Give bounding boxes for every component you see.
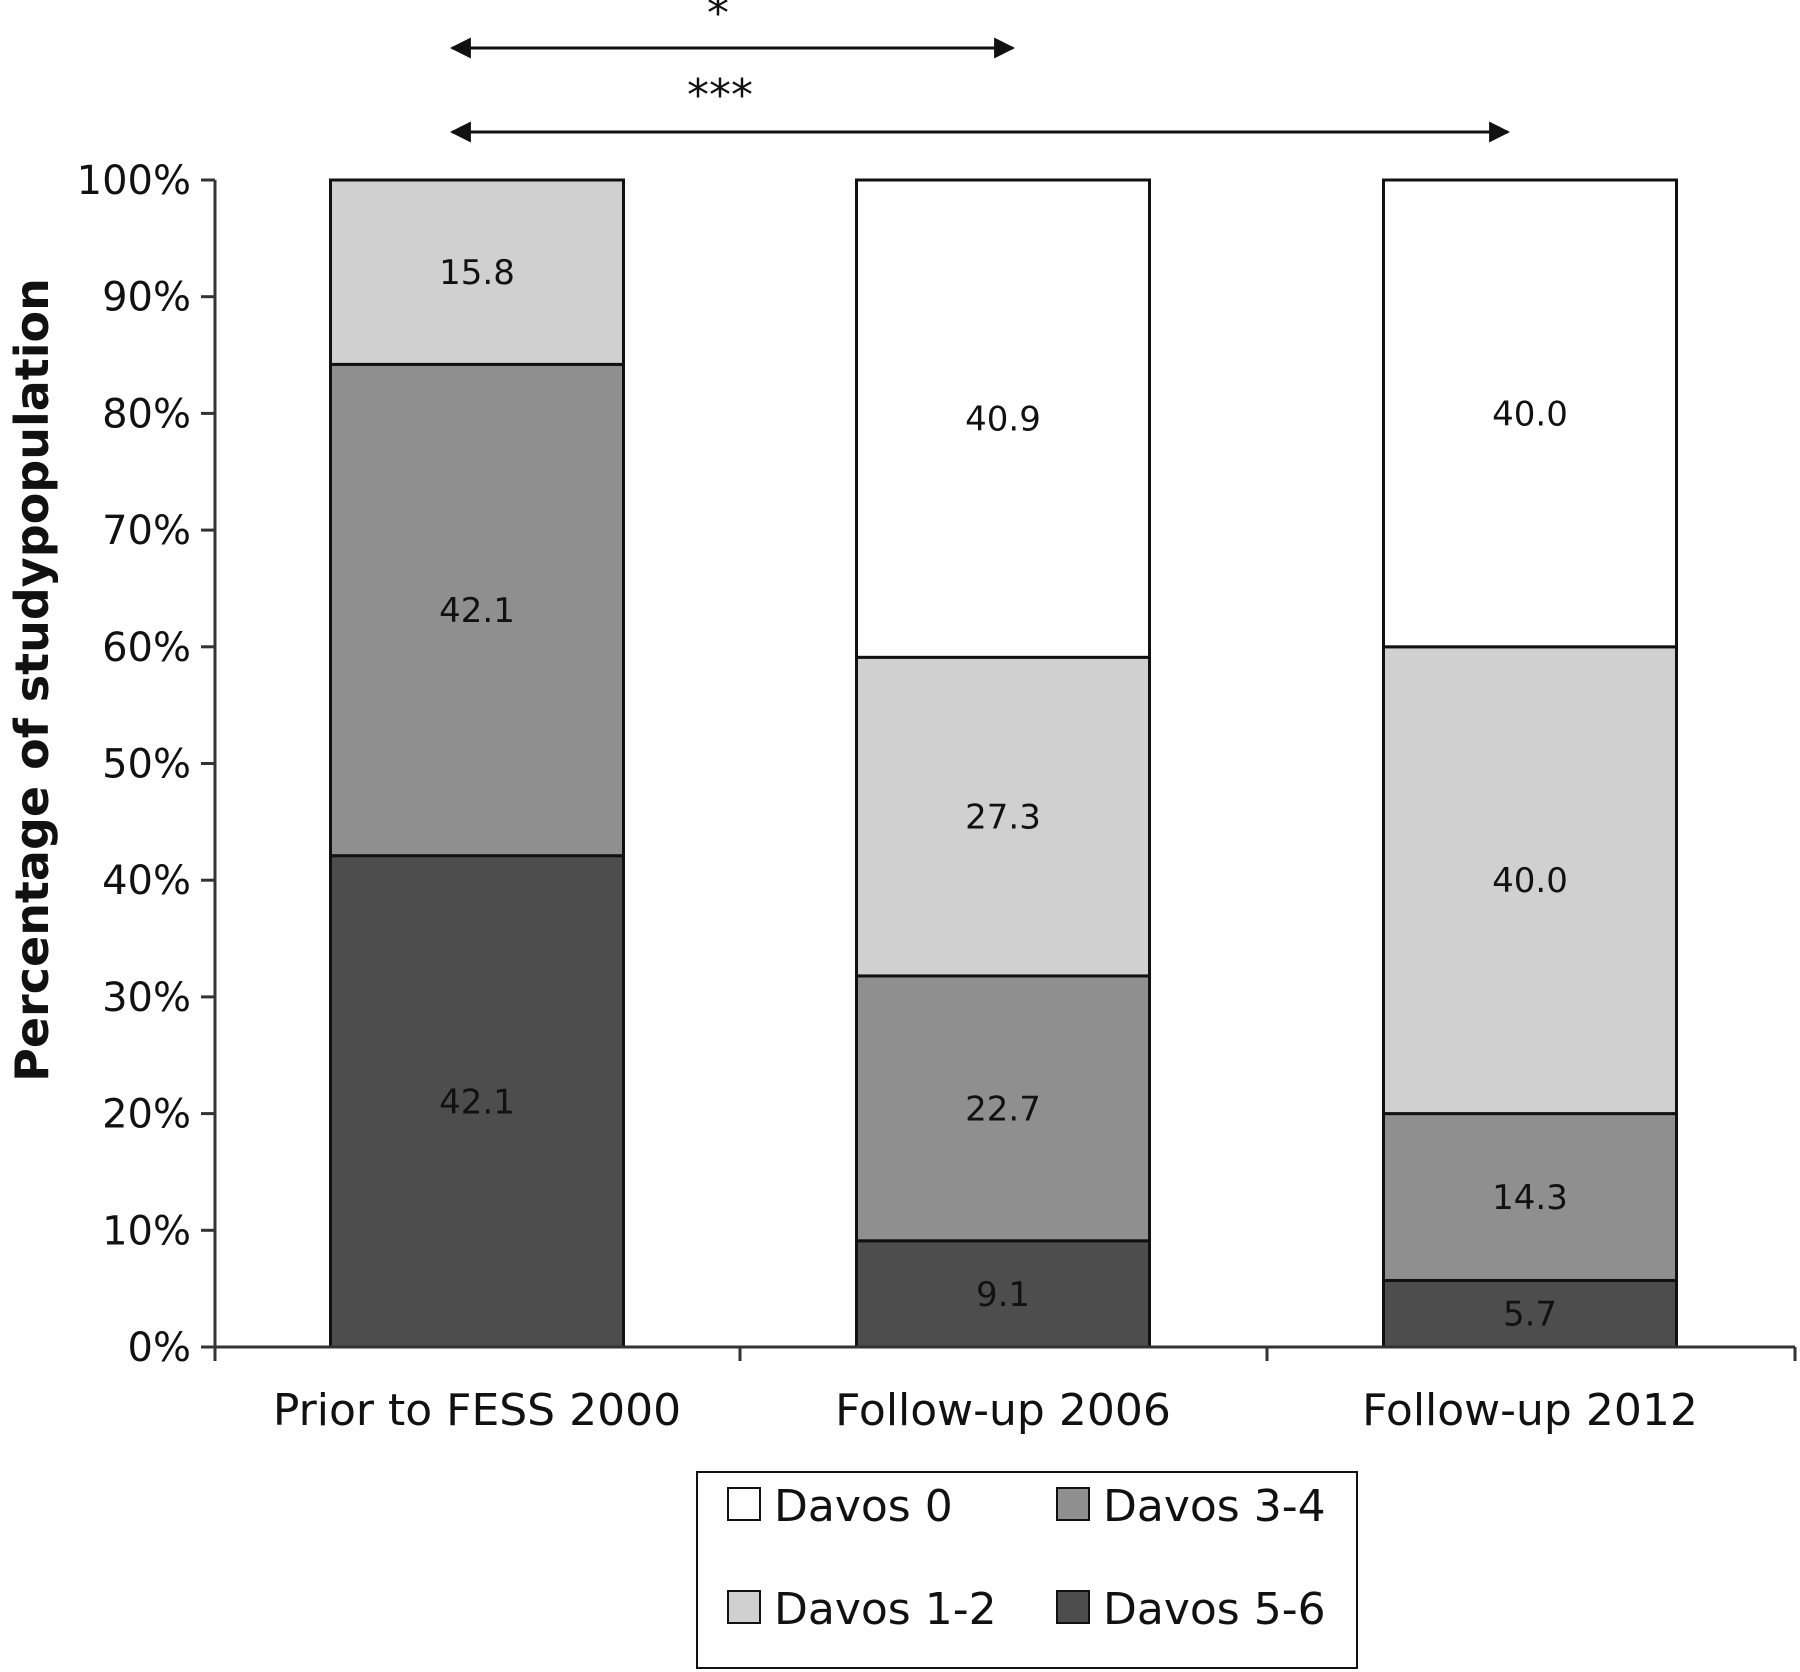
legend-label: Davos 5-6 <box>1103 1584 1326 1635</box>
y-tick-label: 20% <box>102 1092 191 1138</box>
data-label: 40.9 <box>965 400 1041 440</box>
y-tick-label: 50% <box>102 742 191 788</box>
data-label: 27.3 <box>965 798 1041 838</box>
data-label: 5.7 <box>1503 1295 1557 1335</box>
bar-segment-davos-3-4-2 <box>1382 1112 1678 1282</box>
y-tick-label: 70% <box>102 508 191 554</box>
x-category-label: Follow-up 2006 <box>835 1385 1171 1436</box>
legend-swatch-davos-5-6 <box>1056 1590 1090 1624</box>
legend-box <box>696 1471 1358 1669</box>
legend-label: Davos 1-2 <box>774 1584 997 1635</box>
y-tick-label: 10% <box>102 1208 191 1254</box>
data-label: 42.1 <box>439 1082 515 1122</box>
bar-segment-davos-0-1 <box>855 178 1151 659</box>
data-label: 9.1 <box>976 1275 1030 1315</box>
data-label: 42.1 <box>439 591 515 631</box>
data-label: 15.8 <box>439 253 515 293</box>
bar-segment-davos-5-6-2 <box>1382 1278 1678 1349</box>
significance-label: * <box>707 0 729 39</box>
y-tick-label: 100% <box>77 158 191 204</box>
legend-label: Davos 0 <box>774 1481 953 1532</box>
y-tick-label: 60% <box>102 625 191 671</box>
y-tick-label: 90% <box>102 275 191 321</box>
y-axis-title: Percentage of studypopulation <box>5 278 59 1082</box>
bar-segment-davos-3-4-1 <box>855 974 1151 1243</box>
legend-swatch-davos-3-4 <box>1056 1487 1090 1521</box>
legend-swatch-davos-1-2 <box>727 1590 761 1624</box>
bar-segment-davos-5-6-0 <box>329 854 625 1349</box>
legend-swatch-davos-0 <box>727 1487 761 1521</box>
y-tick-label: 80% <box>102 391 191 437</box>
y-tick-label: 0% <box>128 1325 191 1371</box>
x-category-label: Prior to FESS 2000 <box>273 1385 681 1436</box>
data-label: 14.3 <box>1492 1178 1568 1218</box>
bar-segment-davos-1-2-2 <box>1382 645 1678 1116</box>
significance-label: *** <box>687 70 753 121</box>
bar-segment-davos-3-4-0 <box>329 362 625 858</box>
bar-segment-davos-5-6-1 <box>855 1239 1151 1349</box>
y-tick-label: 40% <box>102 858 191 904</box>
legend-label: Davos 3-4 <box>1103 1481 1326 1532</box>
bar-segment-davos-0-2 <box>1382 178 1678 649</box>
data-label: 40.0 <box>1492 861 1568 901</box>
data-label: 40.0 <box>1492 394 1568 434</box>
y-tick-label: 30% <box>102 975 191 1021</box>
bar-segment-davos-1-2-1 <box>855 655 1151 978</box>
bar-segment-davos-1-2-0 <box>329 178 625 366</box>
data-label: 22.7 <box>965 1089 1041 1129</box>
x-category-label: Follow-up 2012 <box>1362 1385 1698 1436</box>
